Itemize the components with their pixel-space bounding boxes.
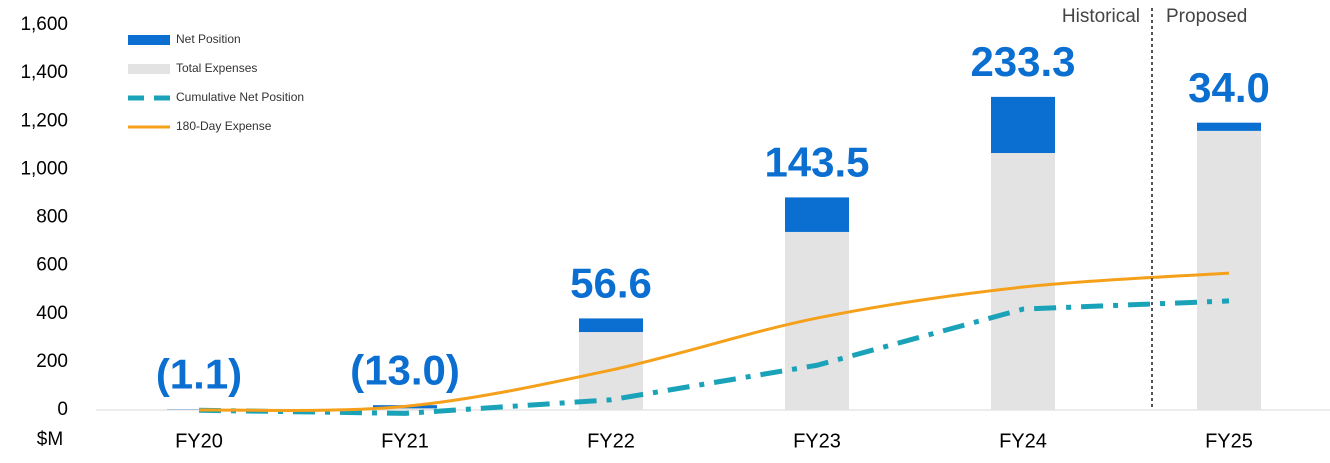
x-tick-label: FY21	[381, 430, 429, 452]
y-tick-label: 0	[57, 399, 68, 420]
data-label: (13.0)	[350, 346, 460, 393]
x-tick-label: FY25	[1205, 430, 1253, 452]
legend-swatch	[128, 35, 170, 45]
data-label: (1.1)	[156, 350, 242, 397]
data-label: 56.6	[570, 260, 652, 307]
net-position-bar	[1197, 123, 1261, 131]
total-expenses-bar	[1197, 131, 1261, 410]
x-tick-label: FY23	[793, 430, 841, 452]
legend-label: 180-Day Expense	[176, 119, 272, 133]
y-axis-label: $M	[37, 429, 63, 450]
y-tick-label: 400	[36, 303, 68, 324]
x-tick-label: FY24	[999, 430, 1047, 452]
y-tick-label: 1,200	[20, 110, 68, 131]
annotation: Proposed	[1166, 6, 1247, 27]
y-tick-label: 200	[36, 351, 68, 372]
legend-swatch	[128, 64, 170, 74]
total-expenses-bar	[785, 232, 849, 410]
y-tick-label: 800	[36, 207, 68, 228]
y-tick-label: 600	[36, 255, 68, 276]
legend-label: Cumulative Net Position	[176, 90, 304, 104]
net-position-bar	[785, 197, 849, 232]
data-label: 233.3	[970, 38, 1075, 85]
y-tick-label: 1,600	[20, 14, 68, 35]
legend-label: Total Expenses	[176, 61, 257, 75]
legend-label: Net Position	[176, 32, 241, 46]
y-tick-label: 1,400	[20, 62, 68, 83]
net-position-bar	[991, 97, 1055, 153]
y-tick-label: 1,000	[20, 158, 68, 179]
data-label: 143.5	[764, 139, 869, 186]
x-tick-label: FY20	[175, 430, 223, 452]
x-tick-label: FY22	[587, 430, 635, 452]
total-expenses-bar	[991, 153, 1055, 410]
annotation: Historical	[1062, 6, 1140, 27]
net-position-bar	[579, 318, 643, 332]
data-label: 34.0	[1188, 64, 1270, 111]
